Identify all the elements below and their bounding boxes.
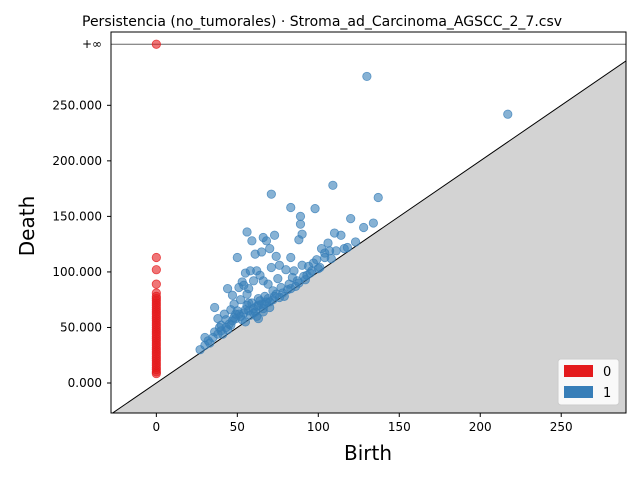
data-point-series-1: [286, 252, 296, 263]
data-point-series-0: [151, 39, 161, 49]
x-tick-label: 100: [307, 420, 330, 434]
x-tick-label: 150: [388, 420, 411, 434]
data-point-series-1: [247, 236, 257, 246]
data-point-series-1: [265, 244, 275, 254]
y-axis-label: Death: [15, 196, 39, 256]
data-point-series-1: [294, 235, 304, 245]
y-tick-label: 50.000: [60, 320, 102, 334]
data-point-series-1: [368, 218, 378, 228]
data-point-series-1: [216, 320, 226, 330]
y-tick-label: 150.000: [52, 209, 102, 223]
data-point-series-1: [273, 273, 283, 284]
y-tick-label: 250.000: [52, 98, 102, 112]
data-point-series-1: [240, 317, 251, 327]
data-point-series-1: [271, 251, 281, 261]
data-point-series-1: [227, 290, 238, 300]
data-point-series-1: [286, 283, 296, 294]
data-point-series-1: [313, 263, 323, 274]
x-tick-label: 50: [230, 420, 245, 434]
data-point-series-1: [205, 338, 215, 348]
data-point-series-1: [274, 260, 285, 270]
data-point-series-1: [336, 230, 346, 240]
diagonal-line: [111, 60, 626, 413]
data-point-series-1: [362, 71, 372, 82]
data-point-series-1: [223, 283, 233, 294]
below-diagonal-region: [111, 60, 626, 413]
x-axis-ticks: 0 50 100 150 200 250: [153, 413, 573, 434]
data-point-series-1: [350, 237, 361, 247]
legend-swatch-series-1: [564, 386, 593, 398]
data-point-series-1: [310, 204, 320, 214]
data-point-series-1: [331, 246, 341, 256]
data-point-series-1: [258, 307, 268, 317]
data-point-series-0: [151, 252, 161, 263]
data-point-series-1: [373, 192, 383, 203]
data-point-series-1: [232, 252, 242, 263]
data-point-series-1: [346, 214, 356, 224]
data-point-series-1: [261, 236, 272, 246]
data-point-series-1: [231, 309, 241, 319]
data-point-series-1: [295, 219, 306, 229]
data-point-series-1: [268, 286, 278, 296]
data-point-series-1: [255, 270, 265, 280]
data-point-series-1: [305, 268, 315, 278]
data-point-series-1: [274, 292, 285, 303]
legend: 0 1: [557, 358, 620, 406]
y-axis-ticks: 0.000 50.000 100.000 150.000 200.000 250.000: [52, 98, 111, 390]
data-point-series-1: [235, 295, 246, 305]
x-tick-label: 200: [469, 420, 492, 434]
data-point-series-1: [503, 109, 513, 119]
data-point-series-1: [281, 265, 291, 275]
data-point-series-1: [210, 302, 220, 313]
x-tick-label: 250: [550, 420, 573, 434]
legend-swatch-series-0: [564, 365, 593, 377]
data-point-series-1: [294, 278, 304, 288]
data-point-series-1: [263, 279, 273, 289]
data-point-series-0: [151, 265, 161, 275]
data-point-series-1: [266, 262, 276, 273]
data-point-series-0: [151, 368, 161, 379]
x-tick-label: 0: [153, 420, 161, 434]
data-point-series-1: [269, 230, 280, 240]
data-point-series-1: [295, 211, 306, 221]
data-point-series-1: [239, 280, 249, 290]
plot-frame: [110, 31, 627, 414]
data-points: [151, 39, 513, 379]
y-tick-label: 0.000: [68, 376, 102, 390]
legend-label-series-0: 0: [603, 365, 611, 380]
infinity-tick-label: +∞: [82, 37, 102, 51]
y-tick-label: 200.000: [52, 154, 102, 168]
data-point-series-1: [253, 313, 263, 324]
data-point-series-1: [328, 180, 338, 190]
data-point-series-1: [242, 289, 252, 299]
chart-title: Persistencia (no_tumorales) · Stroma_ad_…: [82, 14, 562, 30]
data-point-series-1: [242, 227, 252, 237]
data-point-series-1: [342, 242, 353, 253]
data-point-series-1: [320, 252, 330, 263]
data-point-series-1: [248, 276, 259, 286]
data-point-series-1: [250, 249, 260, 259]
data-point-series-1: [266, 189, 276, 199]
x-axis-label: Birth: [344, 441, 392, 465]
data-point-series-1: [265, 302, 275, 313]
y-tick-label: 100.000: [52, 265, 102, 279]
data-point-series-1: [359, 222, 369, 233]
legend-label-series-1: 1: [603, 386, 611, 401]
data-point-series-0: [151, 279, 161, 289]
data-point-series-1: [287, 272, 297, 283]
data-point-series-1: [286, 202, 296, 213]
data-point-series-1: [244, 298, 254, 308]
plot-area: [111, 39, 626, 413]
